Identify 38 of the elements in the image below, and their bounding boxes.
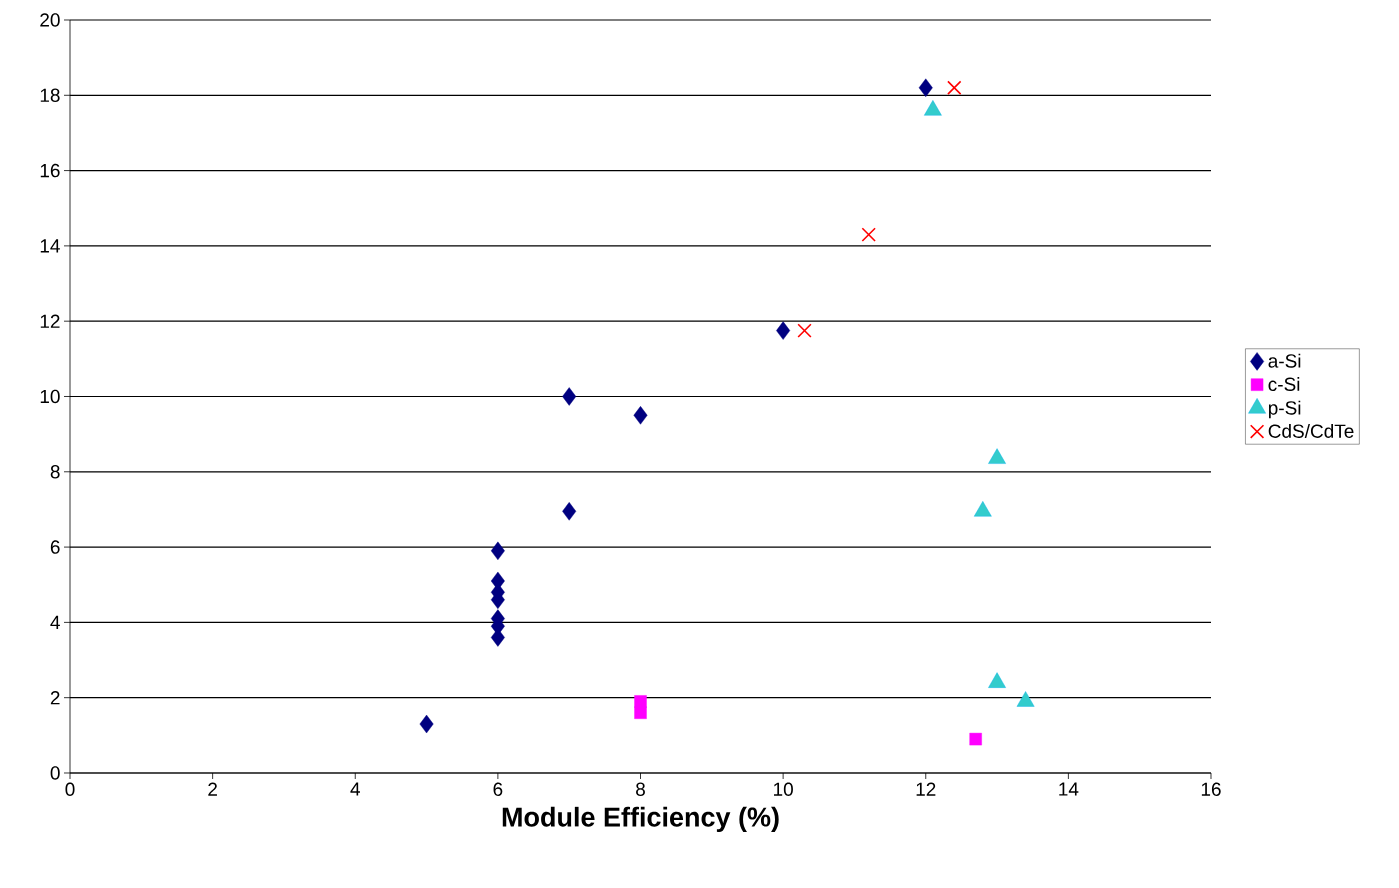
- x-tick-label: 8: [636, 782, 645, 796]
- x-tick-label: 4: [350, 782, 360, 796]
- legend-label: CdS/CdTe: [1268, 423, 1354, 438]
- point: [562, 502, 577, 521]
- y-tick-label: 2: [50, 691, 60, 705]
- y-tick-label: 8: [50, 465, 60, 479]
- y-tick-label: 0: [50, 766, 60, 780]
- x-tick-label: 14: [1059, 782, 1079, 796]
- x-tick-label: 0: [65, 782, 75, 796]
- x-tick-label: 12: [916, 782, 936, 796]
- point: [419, 714, 434, 734]
- point: [562, 387, 577, 406]
- y-tick-label: 20: [40, 13, 60, 27]
- y-tick-label: 10: [40, 389, 60, 404]
- point: [797, 323, 812, 338]
- x-tick-label: 16: [1201, 782, 1221, 796]
- x-tick-label: 2: [208, 782, 217, 796]
- y-tick-label: 16: [40, 163, 60, 178]
- legend-label: p-Si: [1268, 400, 1301, 419]
- point: [776, 321, 791, 340]
- legend-label: a-Si: [1268, 353, 1301, 368]
- x-tick-label: 10: [774, 782, 793, 796]
- legend-label: c-Si: [1268, 377, 1300, 391]
- y-tick-label: 6: [50, 540, 60, 554]
- point: [947, 80, 962, 95]
- x-axis-title: Module Efficiency (%): [502, 806, 779, 832]
- point: [918, 78, 933, 97]
- point: [969, 732, 982, 746]
- y-tick-label: 18: [40, 88, 60, 103]
- x-tick-label: 6: [493, 782, 503, 796]
- point: [634, 706, 647, 719]
- point: [490, 541, 505, 561]
- point: [861, 227, 876, 242]
- y-tick-label: 12: [40, 314, 60, 328]
- point: [634, 695, 647, 708]
- point: [633, 406, 648, 425]
- y-tick-label: 14: [40, 239, 60, 253]
- y-tick-label: 4: [50, 615, 60, 629]
